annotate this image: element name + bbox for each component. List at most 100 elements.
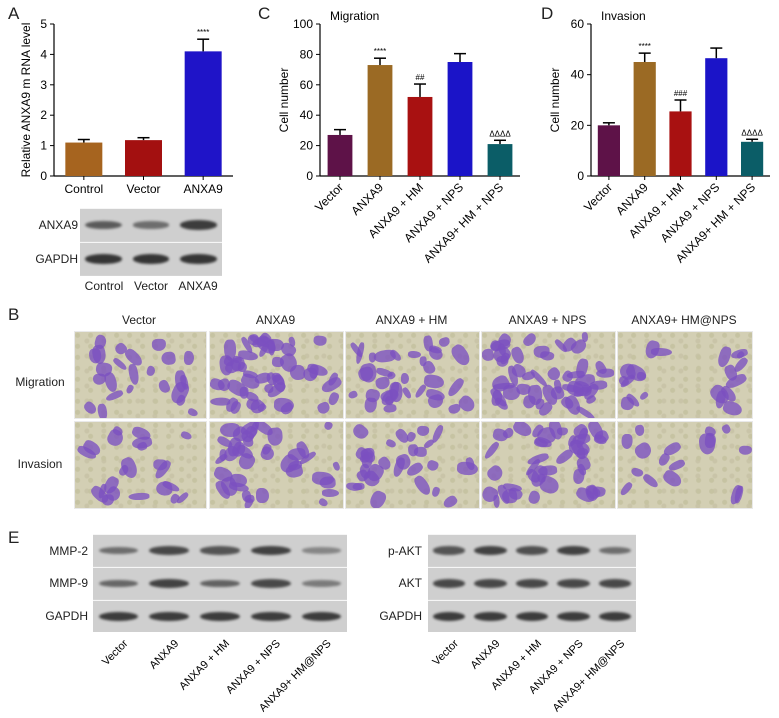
bar: [327, 134, 353, 176]
panel-label-e: E: [8, 528, 20, 547]
blot-band: [250, 611, 291, 622]
blot-a-row-label: GAPDH: [35, 252, 78, 266]
blot-band: [200, 546, 240, 555]
bar: [407, 96, 433, 176]
stained-cell: [425, 458, 440, 472]
stained-cell: [100, 494, 115, 507]
panel-label-c: C: [258, 4, 271, 23]
stained-cell: [112, 356, 129, 371]
y-axis-label: Cell number: [277, 68, 291, 133]
micro-row-label: Migration: [15, 375, 65, 389]
stained-cell: [483, 440, 501, 461]
blot-e-left-row-label: GAPDH: [45, 609, 88, 623]
blot-band: [85, 254, 123, 264]
blot-band: [432, 546, 465, 555]
bar: [367, 65, 393, 176]
blot-band: [598, 546, 632, 555]
stained-cell: [145, 364, 157, 377]
stained-cell: [322, 422, 333, 432]
blot-band: [85, 221, 123, 229]
blot-row-gapdh: [80, 242, 222, 275]
y-axis-label: Relative ANXA9 m RNA level: [19, 23, 33, 178]
micrograph-migration: [481, 331, 616, 419]
blot-row-mmp-2: [93, 534, 347, 566]
stained-cell: [431, 486, 442, 498]
bar: [669, 111, 692, 176]
bar: [741, 141, 764, 176]
micrograph-invasion: [481, 421, 616, 509]
stained-cell: [350, 422, 370, 442]
panel-label-b: B: [8, 305, 20, 324]
stained-cell: [152, 338, 167, 351]
stained-cell: [641, 472, 661, 490]
stained-cell: [484, 463, 506, 484]
stained-cell: [633, 439, 655, 462]
y-tick-label: 40: [300, 108, 314, 122]
blot-row-gapdh: [93, 600, 347, 632]
stained-cell: [721, 399, 745, 418]
blot-band: [515, 611, 549, 622]
stained-cell: [262, 383, 274, 394]
micrograph-migration: [617, 331, 753, 419]
y-tick-label: 20: [300, 139, 314, 153]
y-tick-label: 3: [40, 78, 47, 92]
stained-cell: [180, 430, 193, 441]
stained-cell: [82, 399, 99, 416]
blot-row-anxa9: [80, 208, 222, 241]
blot-row-mmp-9: [93, 567, 347, 599]
micro-column-header: ANXA9: [255, 313, 296, 327]
stained-cell: [666, 457, 686, 473]
y-tick-label: 4: [40, 47, 47, 61]
micro-column-header: ANXA9+ HM@NPS: [631, 313, 737, 327]
y-tick-label: 60: [300, 78, 314, 92]
blot-a-lane-label: ANXA9: [178, 279, 218, 293]
blot-e-right-row-label: GAPDH: [379, 609, 422, 623]
micrograph-migration: [345, 331, 480, 419]
stained-cell: [634, 424, 645, 438]
stained-cell: [413, 383, 427, 400]
panel-label-a: A: [8, 4, 20, 23]
blot-band: [474, 546, 507, 555]
stained-cell: [416, 425, 430, 437]
stained-cell: [239, 386, 249, 399]
chart-panel-a: 0 1 2 3 4 5 Relative ANXA9 m RNA level Control V…: [19, 17, 233, 196]
significance-marker: ##: [416, 73, 425, 82]
y-tick-label: 0: [577, 169, 584, 183]
micro-column-header: ANXA9 + NPS: [508, 313, 587, 327]
significance-marker: ****: [197, 28, 209, 37]
blot-band: [132, 254, 170, 264]
stained-cell: [638, 391, 650, 403]
blot-e-right-row-label: p-AKT: [387, 544, 422, 558]
bar: [125, 140, 162, 176]
stained-cell: [312, 335, 327, 347]
y-tick-label: 0: [306, 169, 313, 183]
panel-label-d: D: [541, 4, 554, 23]
stained-cell: [367, 352, 376, 363]
stained-cell: [411, 473, 434, 498]
blot-row-p-akt: [428, 534, 636, 566]
y-axis-label: Cell number: [548, 68, 562, 133]
blot-band: [200, 579, 240, 588]
blot-lane-label: Vector: [100, 637, 131, 668]
stained-cell: [405, 431, 417, 444]
blot-band: [98, 579, 139, 588]
stained-cell: [256, 488, 269, 504]
stained-cell: [651, 347, 673, 356]
x-tick-label: ANXA9: [183, 182, 223, 196]
blot-band: [149, 611, 189, 622]
stained-cell: [739, 445, 752, 456]
y-tick-label: 2: [40, 108, 47, 122]
blot-band: [149, 546, 189, 555]
micrograph-invasion: [74, 421, 207, 509]
stained-cell: [595, 368, 614, 379]
blot-lane-label: ANXA9+ HM@NPS: [551, 638, 628, 715]
stained-cell: [447, 402, 462, 415]
stained-cell: [93, 333, 109, 351]
stained-cell: [448, 342, 473, 369]
stained-cell: [331, 461, 341, 472]
micro-row-label: Invasion: [17, 457, 63, 471]
y-tick-label: 60: [571, 17, 585, 31]
bar: [65, 142, 103, 176]
x-tick-label: Vector: [312, 180, 346, 214]
